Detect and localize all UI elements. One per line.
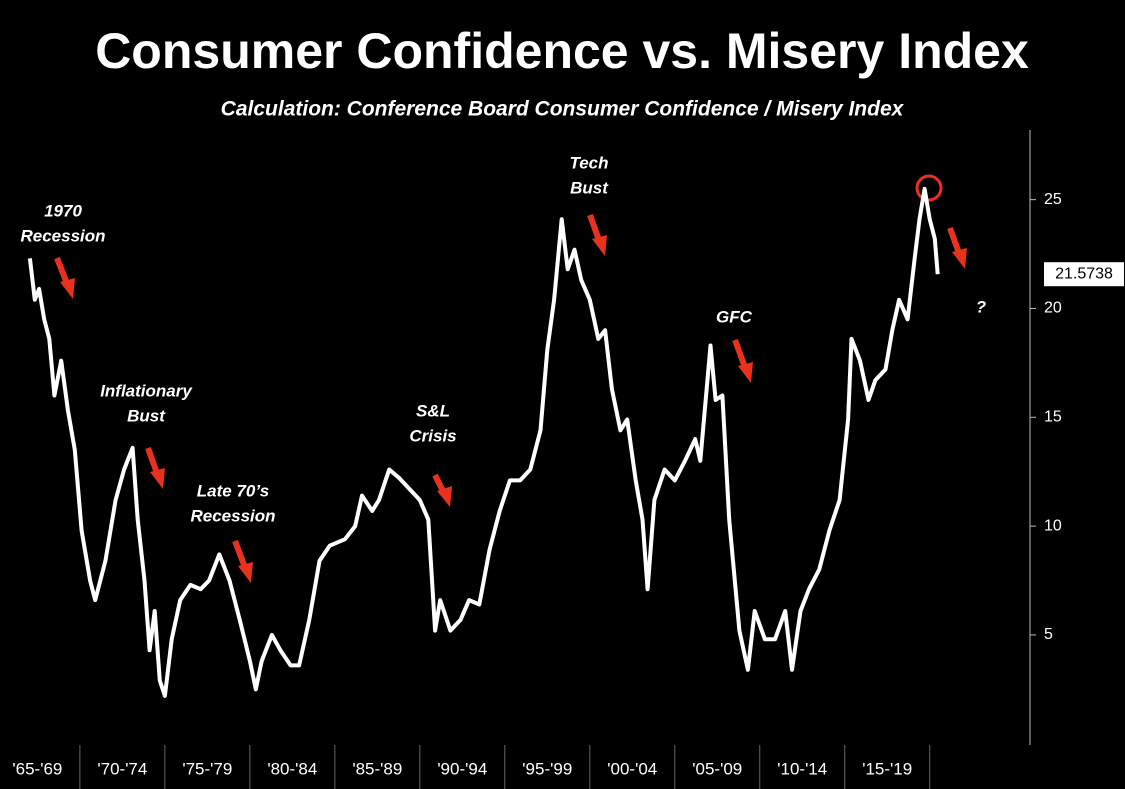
arrow-head [738,362,753,383]
arrows [54,174,967,583]
annotation: Tech [569,153,608,172]
y-tick-label: 10 [1044,517,1062,534]
x-tick-label: '75-'79 [182,759,232,778]
x-tick-label: '80-'84 [267,759,317,778]
chart-title: Consumer Confidence vs. Misery Index [95,23,1029,79]
x-tick-label: '85-'89 [352,759,402,778]
annotation: Crisis [409,426,456,445]
chart-subtitle: Calculation: Conference Board Consumer C… [221,98,905,121]
annotation: Bust [570,178,609,197]
last-value-label: 21.5738 [1055,265,1113,282]
x-tick-label: '95-'99 [522,759,572,778]
y-tick-label: 25 [1044,191,1062,208]
annotation: Inflationary [100,381,193,400]
last-value-box [1044,262,1124,287]
annotation: GFC [716,307,753,326]
line [27,186,940,698]
arrow-head [238,562,253,583]
annotation: Bust [127,406,166,425]
annotation: S&L [416,401,450,420]
arrow-head [437,486,452,507]
annotation: Recession [190,506,275,525]
x-tick-label: '70-'74 [97,759,147,778]
annotation: Late 70’s [197,481,269,500]
x-tick-label: '10-'14 [777,759,827,778]
x-tick-label: '00-'04 [607,759,657,778]
annotation: Recession [20,226,105,245]
x-tick-label: '15-'19 [862,759,912,778]
arrow-head [150,468,165,489]
highlight-circle [915,174,943,202]
x-tick-label: '05-'09 [692,759,742,778]
arrow-head [60,278,75,299]
arrow-head [592,235,607,256]
x-tick-label: '65-'69 [12,759,62,778]
y-tick-label: 15 [1044,409,1062,426]
annotation: ? [976,297,987,316]
annotation: 1970 [44,201,82,220]
y-tick-label: 20 [1044,300,1062,317]
arrow-head [952,248,967,269]
x-tick-label: '90-'94 [437,759,487,778]
y-tick-label: 5 [1044,626,1053,643]
